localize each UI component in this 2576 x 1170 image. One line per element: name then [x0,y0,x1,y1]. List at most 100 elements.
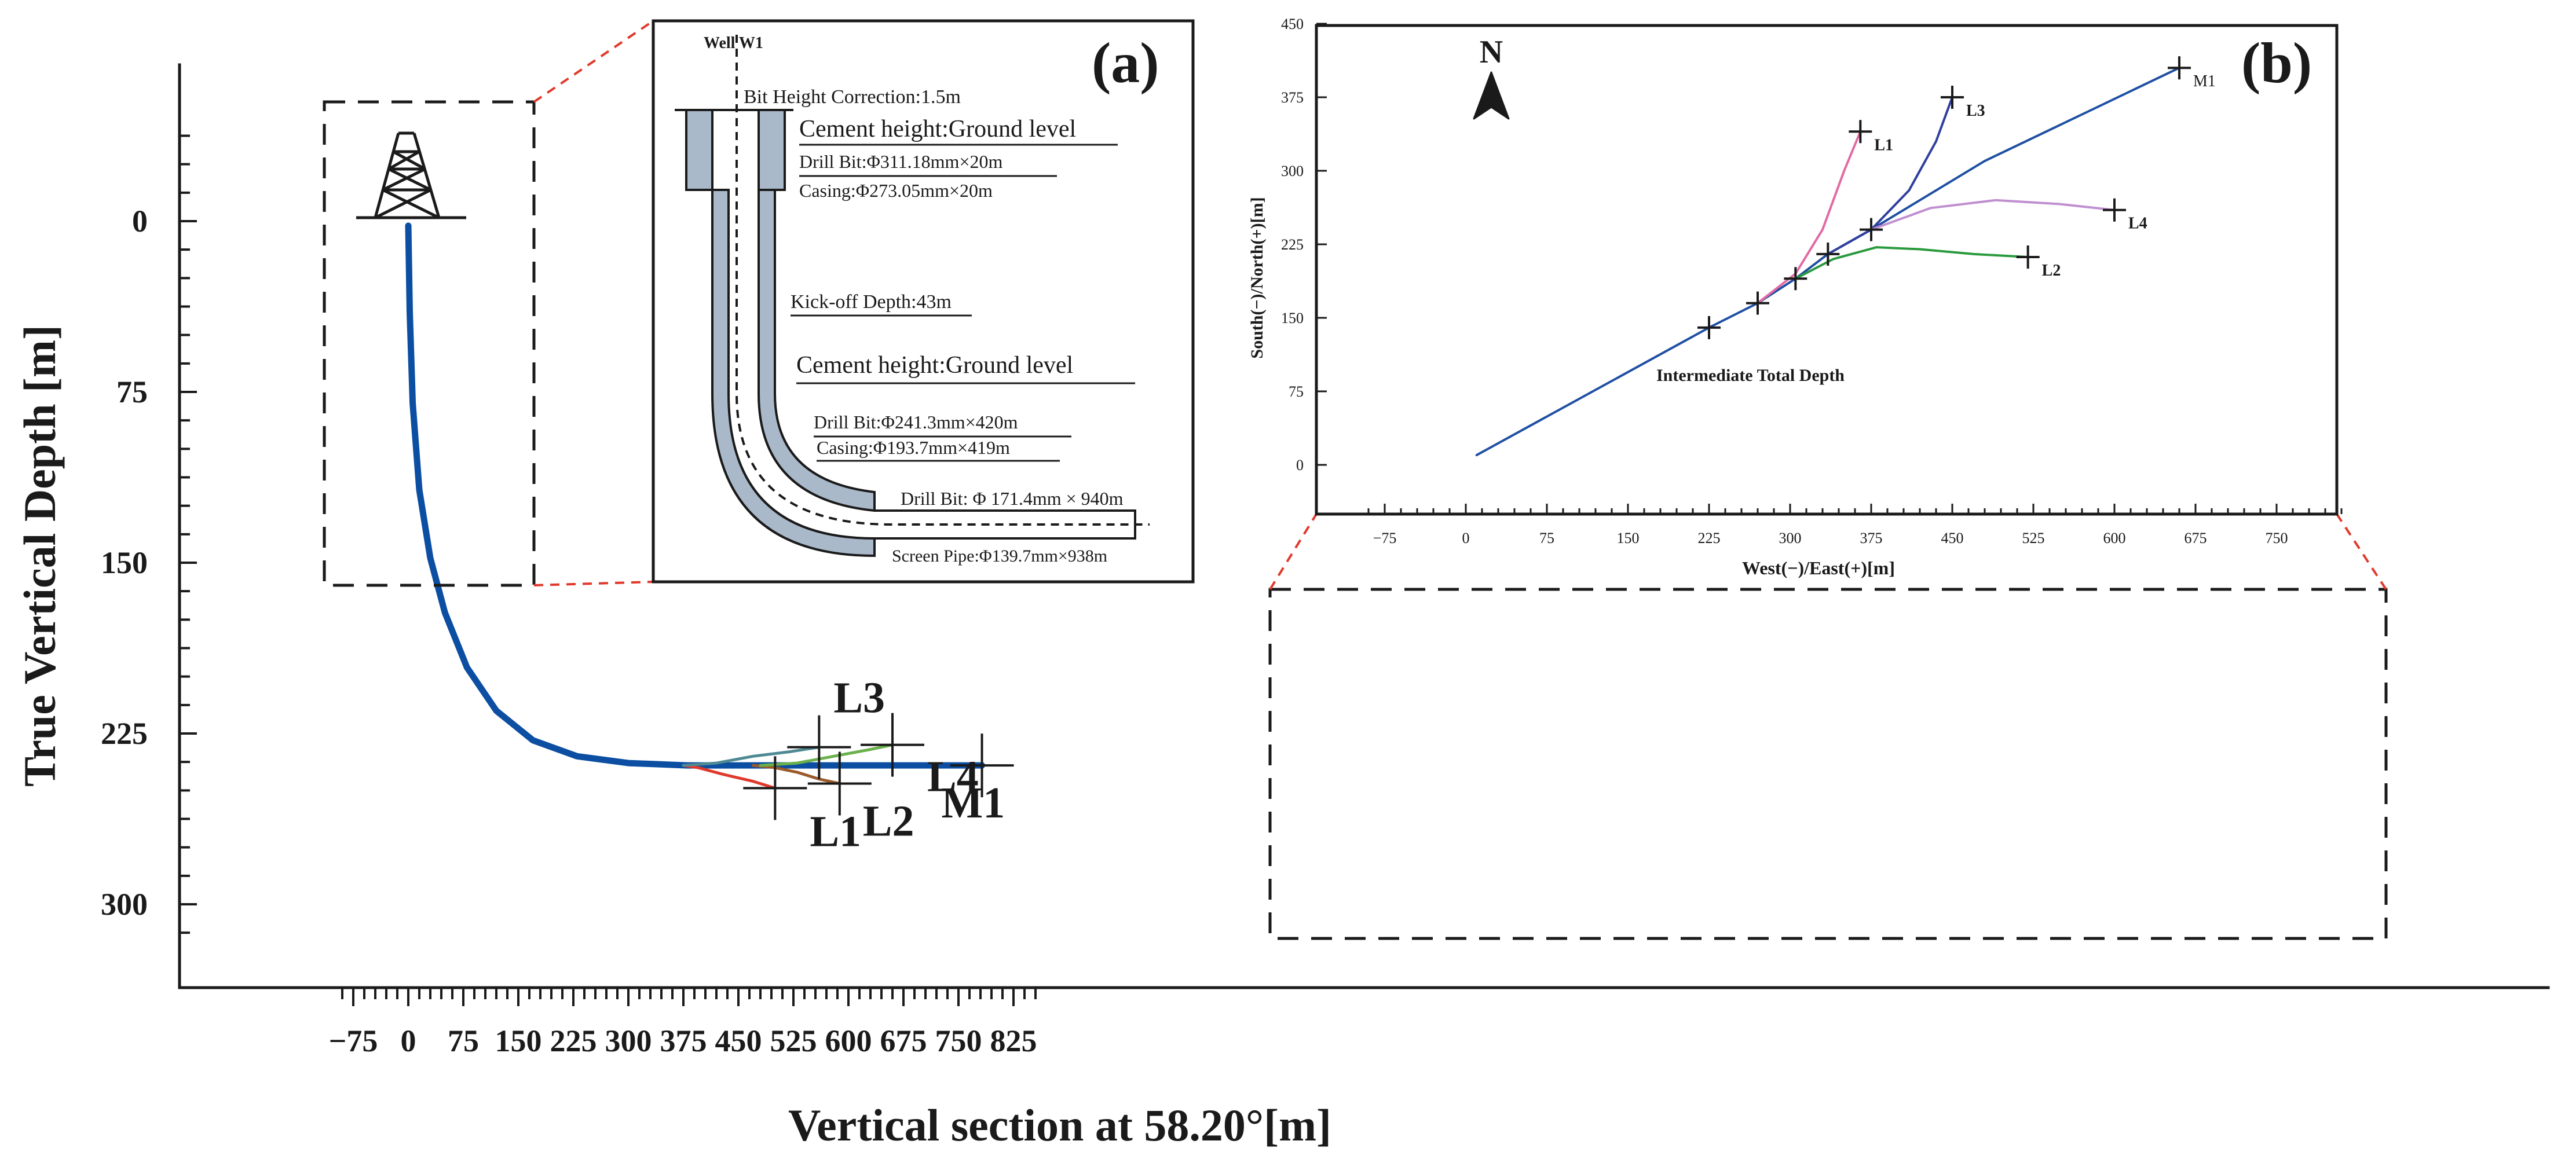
y-tick-label: 75 [116,375,148,409]
x-tick-label: 0 [401,1024,416,1058]
b-x-tick-label: 375 [1860,530,1883,547]
intermediate-casing-inner [758,189,876,512]
b-y-tick-label: 450 [1281,16,1304,32]
inset-b-series [1475,67,2180,457]
inset-b-y-axis-title: South(−)/North(+)[m] [1247,197,1267,358]
b-marker-l2-cross [2016,245,2040,269]
connector-a-top [533,20,654,103]
b-x-tick-label: 0 [1462,530,1470,547]
inset-b-x-axis-title: West(−)/East(+)[m] [1742,558,1895,578]
b-marker-l3-cross [1941,86,1964,109]
b-y-tick-label: 300 [1281,163,1304,179]
b-y-tick-label: 150 [1281,310,1304,327]
north-label: N [1480,34,1503,70]
inset-b-markers: L1 L3 L4 L2 M1 [1697,56,2216,339]
b-y-tick-label: 375 [1281,89,1304,106]
b-y-tick-label: 0 [1296,457,1304,474]
series-l1-line [682,764,777,790]
lateral-zoom-box [1268,588,2388,940]
b-waypoint-cross [1860,218,1883,241]
b-waypoint-cross [1746,291,1769,315]
marker-l4-label: L4 [927,753,979,801]
x-tick-label: 300 [605,1024,652,1058]
b-waypoint-cross [1784,267,1807,291]
b-x-tick-label: 675 [2185,530,2207,547]
connector-a-bottom [533,581,654,586]
drill-bit-2: Drill Bit:Φ241.3mm×420m [814,412,1018,432]
well-path-centerline [736,35,1150,526]
b-waypoint-cross [1816,242,1840,266]
connector-lines [533,20,2387,590]
x-tick-label: 150 [495,1024,542,1058]
b-marker-m1-cross [2168,56,2191,80]
b-marker-l4-label: L4 [2128,215,2147,233]
b-series-l4-line [1870,199,2116,231]
b-x-tick-label: −75 [1373,530,1397,547]
main-y-ticks: 0 75 150 225 300 [101,134,197,934]
main-series [405,222,985,790]
b-x-tick-label: 450 [1941,530,1964,547]
inset-b-frame [1315,24,2339,516]
b-marker-l2-label: L2 [2042,262,2061,280]
marker-l1-cross [743,756,807,820]
main-x-ticks: −75 0 75 150 225 300 375 450 525 600 675 750 825 [329,988,1037,1058]
zoom-boxes [323,100,2388,940]
north-arrow-icon: N [1473,34,1510,120]
x-tick-label: −75 [329,1024,378,1058]
b-series-m1-line [1475,67,2180,457]
b-marker-l3-label: L3 [1966,102,1985,120]
b-x-tick-label: 150 [1617,530,1640,547]
drill-bit-1: Drill Bit:Φ311.18mm×20m [799,151,1002,172]
x-tick-label: 525 [770,1024,817,1058]
b-marker-m1-label: M1 [2193,72,2216,90]
b-series-l1-line [1757,130,1862,305]
x-tick-label: 225 [550,1024,597,1058]
b-x-tick-label: 75 [1539,530,1554,547]
series-l2-line [751,764,841,785]
x-tick-label: 450 [715,1024,762,1058]
b-marker-l4-cross [2103,198,2126,222]
marker-l2-cross [807,751,872,816]
x-tick-label: 750 [935,1024,982,1058]
intermediate-casing-outer [711,189,876,558]
inset-a-well-schematic: (a) Well W1 Bit Height Correction:1.5m C… [652,19,1195,584]
b-marker-l1-label: L1 [1874,136,1893,154]
inset-b-ticks: 0 75 150 225 300 375 450 −75 0 75 150 225 300 375 450 5… [1281,16,2343,547]
x-tick-label: 825 [990,1024,1037,1058]
cement-height-2: Cement height:Ground level [796,352,1073,379]
drilling-rig-icon [356,131,466,219]
x-tick-label: 375 [660,1024,707,1058]
y-tick-label: 225 [101,716,148,751]
marker-l3-cross [787,715,851,779]
y-tick-label: 150 [101,545,148,580]
b-x-tick-label: 525 [2022,530,2045,547]
y-tick-label: 0 [132,204,148,239]
b-waypoint-cross [1697,316,1721,339]
casing-2: Casing:Φ193.7mm×419m [817,437,1010,458]
screen-pipe-label: Screen Pipe:Φ139.7mm×938m [892,547,1107,566]
series-l3-line [682,746,821,767]
b-x-tick-label: 300 [1779,530,1802,547]
main-x-axis-title: Vertical section at 58.20°[m] [788,1100,1331,1150]
b-series-l3-line [1827,96,1953,255]
y-tick-label: 300 [101,887,148,922]
x-tick-label: 675 [880,1024,927,1058]
outer-casing-left [685,109,713,191]
kickoff-depth: Kick-off Depth:43m [791,291,952,313]
well-name: Well W1 [704,34,763,52]
b-marker-l1-cross [1849,120,1872,144]
outer-casing-right [758,109,786,191]
main-y-axis-title: True Vertical Depth [m] [14,325,65,787]
rig-zoom-box [323,100,536,587]
b-y-tick-label: 75 [1289,383,1304,400]
series-l4-line [759,743,894,767]
b-x-tick-label: 600 [2103,530,2126,547]
inset-b-plan-view: 0 75 150 225 300 375 450 −75 0 75 150 225 300 375 450 5… [1247,16,2343,578]
marker-l2-label: L2 [863,797,914,846]
x-tick-label: 75 [448,1024,479,1058]
drill-bit-3: Drill Bit: Φ 171.4mm × 940m [901,488,1124,509]
marker-l1-label: L1 [810,807,861,856]
